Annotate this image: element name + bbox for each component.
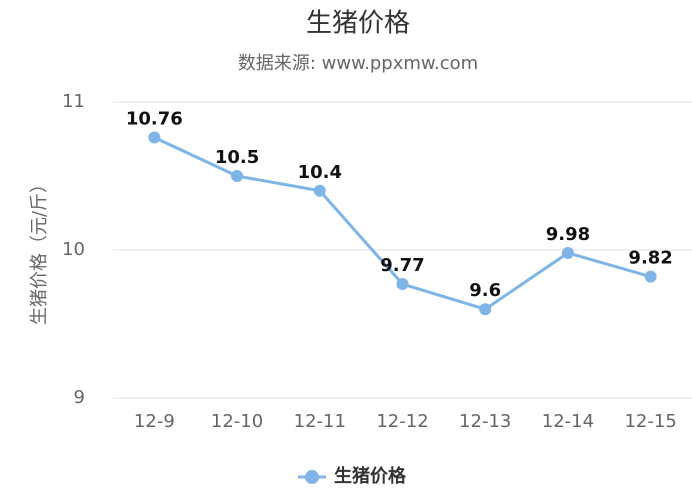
- data-label: 10.5: [215, 147, 259, 168]
- x-tick-label: 12-9: [134, 411, 175, 432]
- point: [561, 246, 574, 259]
- point: [231, 170, 244, 182]
- point: [396, 278, 409, 291]
- data-label: 10.4: [298, 162, 342, 183]
- data-label: 9.98: [546, 224, 590, 245]
- point: [148, 131, 161, 144]
- point: [313, 184, 326, 197]
- data-label: 9.6: [469, 280, 501, 301]
- chart-title: 生猪价格: [306, 9, 410, 39]
- x-tick-label: 12-10: [211, 411, 263, 432]
- chart-subtitle: 数据来源: www.ppxmw.com: [238, 53, 478, 74]
- y-axis-label: 生猪价格（元/斤）: [29, 175, 50, 325]
- data-label: 9.82: [628, 248, 672, 269]
- y-tick-label: 9: [74, 387, 85, 408]
- y-tick-label: 11: [62, 91, 85, 112]
- x-tick-label: 12-14: [542, 411, 594, 432]
- x-tick-label: 12-11: [294, 411, 346, 432]
- legend-marker: [305, 470, 319, 484]
- x-tick-label: 12-15: [624, 411, 676, 432]
- x-tick-label: 12-12: [376, 411, 428, 432]
- data-label: 9.77: [380, 255, 424, 276]
- point: [479, 303, 492, 316]
- y-tick-label: 10: [62, 239, 85, 260]
- legend-label: 生猪价格: [334, 465, 407, 487]
- x-tick-label: 12-13: [459, 411, 511, 432]
- data-label: 10.76: [126, 109, 183, 130]
- point: [644, 270, 657, 283]
